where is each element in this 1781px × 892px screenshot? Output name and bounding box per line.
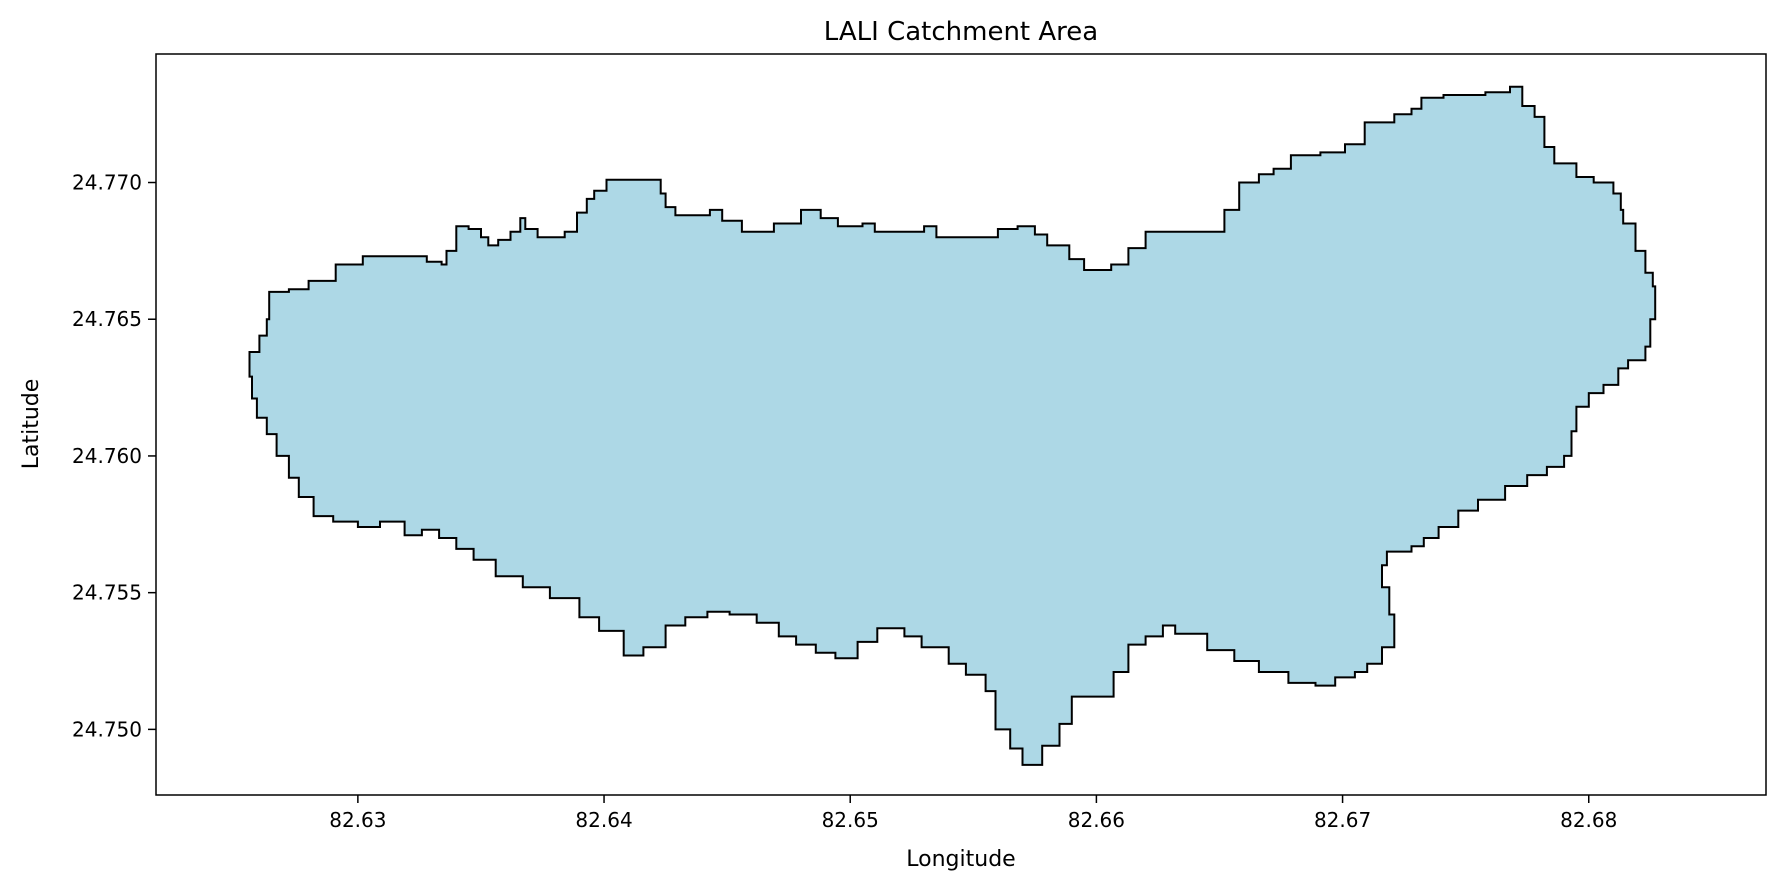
- y-axis-ticks: 24.750 24.755 24.760 24.765 24.770: [72, 171, 156, 741]
- y-axis-label: Latitude: [19, 379, 44, 470]
- x-tick-label: 82.68: [1560, 808, 1617, 832]
- x-tick-label: 82.64: [575, 808, 632, 832]
- x-tick-label: 82.67: [1314, 808, 1371, 832]
- x-axis-ticks: 82.63 82.64 82.65 82.66 82.67 82.68: [329, 795, 1617, 832]
- x-tick-label: 82.63: [329, 808, 386, 832]
- y-tick-label: 24.760: [72, 444, 142, 468]
- axes-frame: [155, 53, 1767, 796]
- x-tick-label: 82.66: [1068, 808, 1125, 832]
- x-axis-label: Longitude: [906, 847, 1015, 872]
- y-tick-label: 24.770: [72, 171, 142, 195]
- plot-area: [248, 85, 1657, 766]
- y-tick-label: 24.755: [72, 581, 142, 605]
- catchment-polygon: [248, 85, 1657, 766]
- y-tick-label: 24.765: [72, 307, 142, 331]
- chart-title: LALI Catchment Area: [824, 17, 1098, 47]
- x-tick-label: 82.65: [822, 808, 879, 832]
- y-tick-label: 24.750: [72, 717, 142, 741]
